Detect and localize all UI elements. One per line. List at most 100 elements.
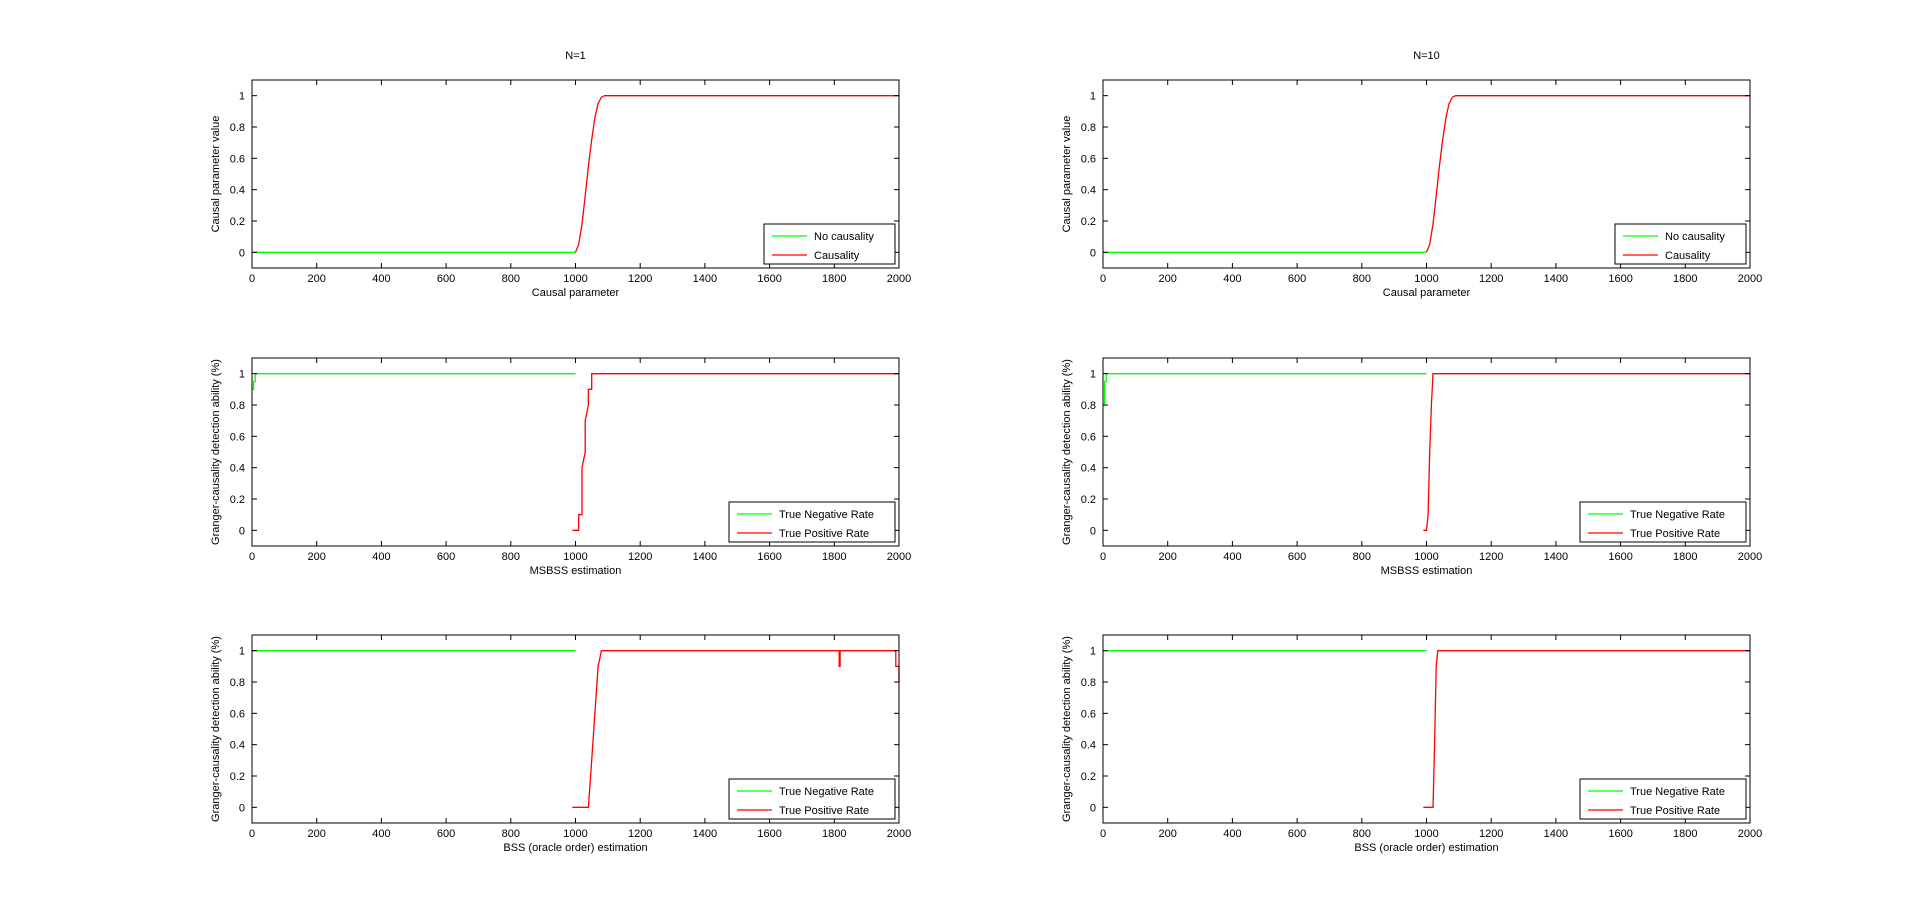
- y-tick-label: 0: [1090, 247, 1096, 259]
- legend-label: True Positive Rate: [1630, 528, 1720, 540]
- x-tick-label: 200: [308, 828, 326, 840]
- y-axis-label: Causal parameter value: [1061, 116, 1073, 233]
- x-tick-label: 200: [308, 273, 326, 285]
- x-tick-label: 1600: [1608, 551, 1632, 563]
- legend: True Negative Rate True Positive Rate: [728, 778, 896, 820]
- x-tick-label: 1400: [693, 551, 717, 563]
- x-tick-label: 2000: [887, 273, 911, 285]
- x-tick-label: 1200: [1479, 551, 1503, 563]
- legend: No causality Causality: [1614, 223, 1747, 265]
- x-tick-label: 1200: [628, 828, 652, 840]
- legend-box: [1579, 501, 1747, 543]
- y-tick-label: 1: [1090, 91, 1096, 103]
- x-axis-label: BSS (oracle order) estimation: [503, 842, 647, 854]
- y-tick-label: 0.2: [1081, 216, 1096, 228]
- x-tick-label: 0: [1100, 551, 1106, 563]
- x-tick-label: 1400: [693, 273, 717, 285]
- y-tick-label: 0: [1090, 525, 1096, 537]
- x-tick-label: 1400: [1544, 828, 1568, 840]
- legend-box: [728, 778, 896, 820]
- x-tick-label: 2000: [1738, 828, 1762, 840]
- x-tick-label: 1000: [1414, 273, 1438, 285]
- y-tick-label: 0.6: [230, 431, 245, 443]
- legend: True Negative Rate True Positive Rate: [1579, 778, 1747, 820]
- chart-title: N=1: [565, 50, 586, 62]
- y-tick-label: 1: [1090, 646, 1096, 658]
- x-tick-label: 1000: [563, 273, 587, 285]
- y-tick-label: 0.8: [1081, 677, 1096, 689]
- y-tick-label: 0.8: [230, 677, 245, 689]
- y-tick-label: 0.2: [230, 771, 245, 783]
- x-tick-label: 800: [502, 828, 520, 840]
- y-tick-label: 0.8: [230, 400, 245, 412]
- x-tick-label: 1800: [822, 273, 846, 285]
- y-tick-label: 1: [239, 91, 245, 103]
- legend-label: True Positive Rate: [779, 528, 869, 540]
- x-tick-label: 1200: [1479, 273, 1503, 285]
- x-tick-label: 200: [1159, 273, 1177, 285]
- series-line-2: [572, 373, 899, 531]
- legend-box: [763, 223, 896, 265]
- x-tick-label: 200: [1159, 551, 1177, 563]
- x-tick-label: 1600: [1608, 828, 1632, 840]
- chart-5: 0 200 400 600 800 1000 1200 1400 1600 1800 2000 0 0.…: [210, 634, 911, 854]
- x-tick-label: 1800: [822, 551, 846, 563]
- x-tick-label: 1200: [1479, 828, 1503, 840]
- legend: True Negative Rate True Positive Rate: [1579, 501, 1747, 543]
- y-tick-label: 1: [239, 646, 245, 658]
- x-tick-label: 600: [1288, 551, 1306, 563]
- legend-label: Causality: [814, 250, 860, 262]
- x-tick-label: 800: [1353, 551, 1371, 563]
- x-tick-label: 0: [249, 828, 255, 840]
- y-tick-label: 0.6: [1081, 431, 1096, 443]
- y-tick-label: 1: [239, 369, 245, 381]
- y-tick-label: 0.4: [1081, 185, 1096, 197]
- y-tick-label: 0.4: [1081, 740, 1096, 752]
- legend-box: [728, 501, 896, 543]
- legend: True Negative Rate True Positive Rate: [728, 501, 896, 543]
- x-axis-label: BSS (oracle order) estimation: [1354, 842, 1498, 854]
- x-tick-label: 1000: [563, 828, 587, 840]
- x-tick-label: 2000: [887, 551, 911, 563]
- legend-box: [1579, 778, 1747, 820]
- x-tick-label: 1000: [1414, 551, 1438, 563]
- x-tick-label: 1600: [757, 551, 781, 563]
- x-tick-label: 1400: [693, 828, 717, 840]
- series-line-2: [1423, 373, 1750, 531]
- y-axis-label: Granger-causality detection ability (%): [210, 636, 222, 822]
- x-tick-label: 400: [1223, 273, 1241, 285]
- x-tick-label: 1000: [1414, 828, 1438, 840]
- x-tick-label: 800: [1353, 273, 1371, 285]
- x-axis-label: MSBSS estimation: [1381, 565, 1473, 577]
- legend-label: True Negative Rate: [779, 509, 874, 521]
- x-tick-label: 1800: [1673, 828, 1697, 840]
- y-tick-label: 0.6: [230, 708, 245, 720]
- y-tick-label: 0.8: [1081, 400, 1096, 412]
- y-axis-label: Granger-causality detection ability (%): [210, 359, 222, 545]
- x-tick-label: 1200: [628, 273, 652, 285]
- x-axis-label: Causal parameter: [1383, 287, 1471, 299]
- x-tick-label: 0: [249, 551, 255, 563]
- x-tick-label: 600: [437, 828, 455, 840]
- y-tick-label: 0.4: [230, 740, 245, 752]
- x-axis-label: Causal parameter: [532, 287, 620, 299]
- x-tick-label: 200: [308, 551, 326, 563]
- x-tick-label: 1200: [628, 551, 652, 563]
- x-tick-label: 0: [249, 273, 255, 285]
- y-tick-label: 0.6: [1081, 708, 1096, 720]
- chart-3: 0 200 400 600 800 1000 1200 1400 1600 1800 2000 0 0.…: [210, 357, 911, 577]
- legend-label: True Positive Rate: [779, 805, 869, 817]
- legend-label: No causality: [1665, 231, 1725, 243]
- x-tick-label: 1800: [822, 828, 846, 840]
- chart-title: N=10: [1413, 50, 1440, 62]
- x-tick-label: 1400: [1544, 551, 1568, 563]
- y-tick-label: 0.2: [230, 216, 245, 228]
- y-tick-label: 0: [239, 525, 245, 537]
- chart-6: 0 200 400 600 800 1000 1200 1400 1600 1800 2000 0 0.…: [1061, 634, 1762, 854]
- series-line-2: [1423, 650, 1750, 808]
- x-tick-label: 400: [372, 828, 390, 840]
- x-tick-label: 1400: [1544, 273, 1568, 285]
- chart-4: 0 200 400 600 800 1000 1200 1400 1600 1800 2000 0 0.…: [1061, 357, 1762, 577]
- y-tick-label: 0.8: [1081, 122, 1096, 134]
- legend: No causality Causality: [763, 223, 896, 265]
